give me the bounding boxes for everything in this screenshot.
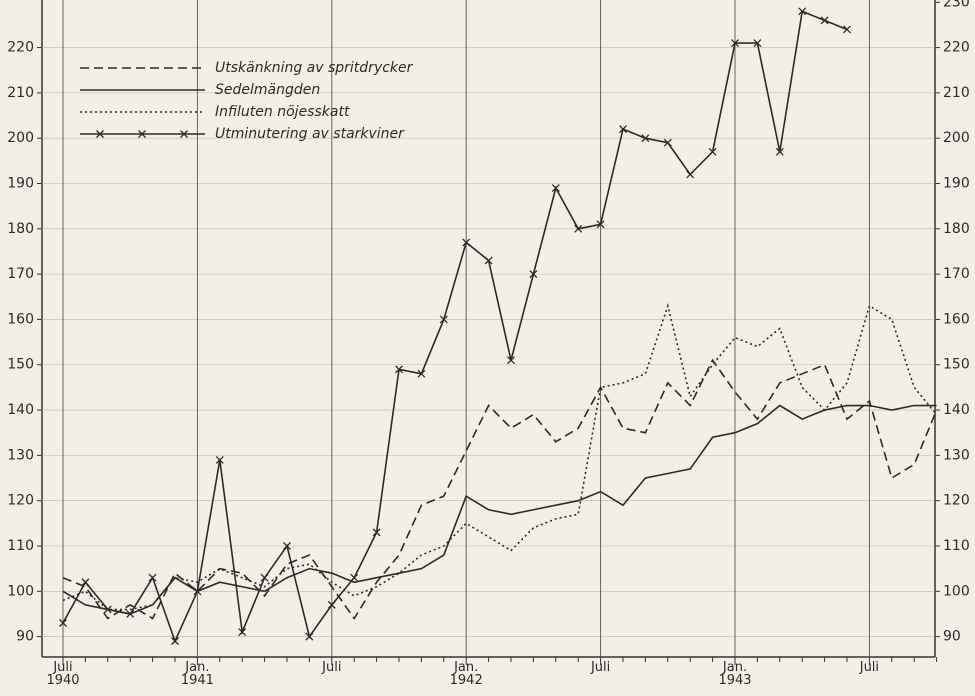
y-tick-label: 140 (7, 402, 34, 418)
cross-marker (350, 573, 359, 582)
cross-marker (775, 147, 784, 156)
y-tick-label: 200 (7, 130, 34, 146)
cross-marker (529, 270, 538, 279)
cross-marker (238, 628, 247, 637)
y2-tick-label: 230 (943, 0, 970, 10)
y-tick-label: 110 (7, 538, 34, 554)
y-tick-label: 100 (7, 583, 34, 599)
legend-label: Utminutering av starkviner (215, 126, 405, 142)
y2-tick-label: 130 (943, 447, 970, 463)
x-tick-label: Jan. 1941 (180, 660, 214, 688)
cross-marker (820, 16, 829, 25)
series-line (62, 404, 937, 615)
cross-marker (484, 256, 493, 265)
legend-label: Infiluten nöjesskatt (215, 104, 350, 120)
cross-marker (283, 542, 291, 550)
x-tick-label: Jan. 1942 (449, 660, 483, 688)
legend-marker (96, 130, 104, 138)
x-tick-label: Juli 1940 (46, 660, 80, 688)
cross-marker (507, 356, 515, 365)
cross-marker (417, 369, 426, 378)
cross-marker (193, 587, 202, 596)
cross-marker (81, 578, 90, 587)
x-tick-label: Juli (859, 660, 880, 675)
cross-marker (103, 605, 112, 614)
cross-marker (574, 224, 583, 233)
y-tick-label: 190 (7, 176, 34, 192)
cross-marker (798, 7, 807, 16)
cross-marker (260, 573, 269, 582)
y-tick-label: 120 (7, 493, 34, 509)
cross-marker (686, 170, 695, 179)
y2-tick-label: 120 (943, 493, 970, 509)
cross-marker (327, 600, 336, 609)
cross-marker (551, 184, 560, 192)
cross-marker (372, 528, 381, 537)
y2-tick-label: 160 (943, 311, 970, 327)
y2-tick-label: 210 (943, 85, 970, 101)
y2-tick-label: 150 (943, 357, 970, 373)
series-line (62, 358, 938, 620)
cross-marker (215, 455, 224, 464)
cross-marker (619, 125, 627, 134)
y2-tick-label: 90 (943, 629, 961, 645)
series-line (62, 302, 938, 611)
y2-tick-label: 200 (943, 130, 970, 146)
cross-marker (596, 220, 605, 229)
y-tick-label: 220 (7, 40, 34, 56)
y-tick-label: 210 (7, 85, 34, 101)
y-tick-label: 90 (16, 629, 34, 645)
y-tick-label: 160 (7, 311, 34, 327)
cross-marker (395, 365, 403, 374)
series-line (62, 10, 848, 644)
y-tick-label: 170 (7, 266, 34, 282)
legend-label: Sedelmängden (215, 82, 320, 98)
y2-tick-label: 140 (943, 402, 970, 418)
y-tick-label: 180 (7, 221, 34, 237)
y-tick-label: 150 (7, 357, 34, 373)
legend-marker (138, 130, 146, 138)
y2-tick-label: 190 (943, 176, 970, 192)
y2-tick-label: 220 (943, 40, 970, 56)
cross-marker (439, 315, 448, 324)
cross-marker (59, 619, 67, 627)
cross-marker (171, 637, 179, 646)
legend-label: Utskänkning av spritdrycker (215, 60, 414, 76)
x-tick-label: Juli (322, 660, 342, 675)
cross-marker (305, 632, 314, 641)
cross-marker (753, 39, 762, 48)
y2-tick-label: 180 (943, 221, 970, 237)
x-tick-label: Juli (590, 660, 611, 675)
cross-marker (843, 25, 851, 34)
y2-tick-label: 110 (943, 538, 970, 554)
x-tick-label: Jan. 1943 (718, 660, 752, 688)
cross-marker (663, 138, 672, 147)
y2-tick-label: 170 (943, 266, 970, 282)
y-tick-label: 130 (7, 447, 34, 463)
cross-marker (126, 609, 135, 618)
cross-marker (148, 573, 157, 582)
cross-marker (708, 147, 717, 156)
cross-marker (641, 134, 650, 143)
cross-marker (731, 39, 739, 48)
y2-tick-label: 100 (943, 583, 970, 599)
legend-marker (180, 130, 188, 138)
cross-marker (462, 238, 471, 247)
